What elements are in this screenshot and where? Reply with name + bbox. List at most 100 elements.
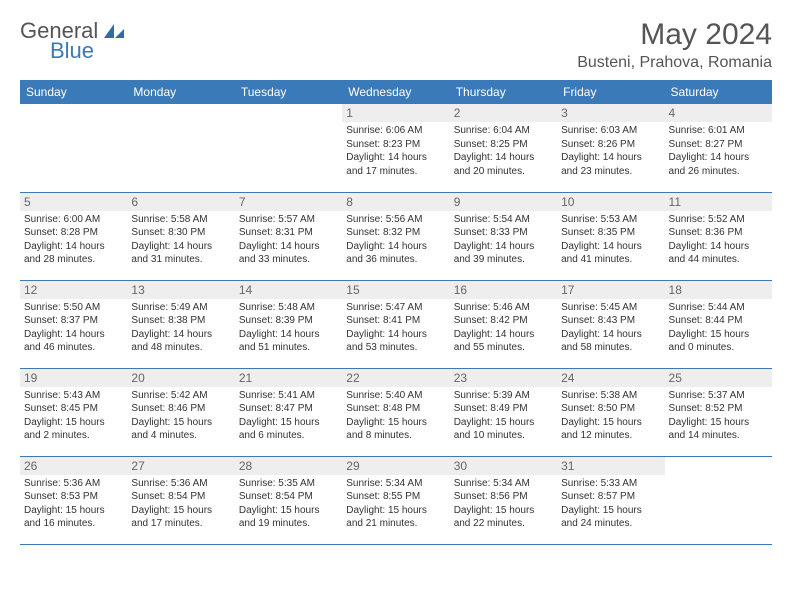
calendar-cell: 4 Sunrise: 6:01 AMSunset: 8:27 PMDaylight… [665,104,772,192]
calendar-cell: 21 Sunrise: 5:41 AMSunset: 8:47 PMDayligh… [235,368,342,456]
weekday-header: Saturday [665,80,772,104]
day-info: Sunrise: 5:45 AMSunset: 8:43 PMDaylight:… [561,301,660,355]
calendar-cell: 25Sunrise: 5:37 AMSunset: 8:52 PMDayligh… [665,368,772,456]
day-info: Sunrise: 5:46 AMSunset: 8:42 PMDaylight:… [454,301,553,355]
day-number: 6 [127,193,234,211]
day-number: 8 [342,193,449,211]
day-number: 31 [557,457,664,475]
calendar-cell: 8 Sunrise: 5:56 AMSunset: 8:32 PMDaylight… [342,192,449,280]
day-number: 15 [342,281,449,299]
calendar-cell: 11 Sunrise: 5:52 AMSunset: 8:36 PMDayligh… [665,192,772,280]
day-info: Sunrise: 6:00 AMSunset: 8:28 PMDaylight:… [24,213,123,267]
day-info: Sunrise: 5:47 AMSunset: 8:41 PMDaylight:… [346,301,445,355]
month-title: May 2024 [577,18,772,52]
calendar-cell [20,104,127,192]
day-info: Sunrise: 6:06 AMSunset: 8:23 PMDaylight:… [346,124,445,178]
day-number: 18 [665,281,772,299]
calendar-cell: 16 Sunrise: 5:46 AMSunset: 8:42 PMDayligh… [450,280,557,368]
day-number: 23 [450,369,557,387]
calendar-cell: 27 Sunrise: 5:36 AMSunset: 8:54 PMDayligh… [127,456,234,544]
logo-text-blue: Blue [50,38,94,64]
day-info: Sunrise: 5:48 AMSunset: 8:39 PMDaylight:… [239,301,338,355]
day-info: Sunrise: 5:35 AMSunset: 8:54 PMDaylight:… [239,477,338,531]
calendar-row: 19Sunrise: 5:43 AMSunset: 8:45 PMDayligh… [20,368,772,456]
day-info: Sunrise: 5:49 AMSunset: 8:38 PMDaylight:… [131,301,230,355]
calendar-cell: 14 Sunrise: 5:48 AMSunset: 8:39 PMDayligh… [235,280,342,368]
day-number: 5 [20,193,127,211]
day-info: Sunrise: 5:41 AMSunset: 8:47 PMDaylight:… [239,389,338,443]
calendar-cell: 28 Sunrise: 5:35 AMSunset: 8:54 PMDayligh… [235,456,342,544]
calendar-cell: 22 Sunrise: 5:40 AMSunset: 8:48 PMDayligh… [342,368,449,456]
calendar-row: 26 Sunrise: 5:36 AMSunset: 8:53 PMDayligh… [20,456,772,544]
calendar-cell: 18Sunrise: 5:44 AMSunset: 8:44 PMDayligh… [665,280,772,368]
weekday-header: Friday [557,80,664,104]
calendar-cell: 13Sunrise: 5:49 AMSunset: 8:38 PMDayligh… [127,280,234,368]
calendar-cell: 17 Sunrise: 5:45 AMSunset: 8:43 PMDayligh… [557,280,664,368]
day-info: Sunrise: 5:37 AMSunset: 8:52 PMDaylight:… [669,389,768,443]
day-number: 24 [557,369,664,387]
day-number: 12 [20,281,127,299]
calendar-cell: 24 Sunrise: 5:38 AMSunset: 8:50 PMDayligh… [557,368,664,456]
calendar-cell: 5 Sunrise: 6:00 AMSunset: 8:28 PMDaylight… [20,192,127,280]
weekday-header: Wednesday [342,80,449,104]
day-info: Sunrise: 5:43 AMSunset: 8:45 PMDaylight:… [24,389,123,443]
day-info: Sunrise: 5:53 AMSunset: 8:35 PMDaylight:… [561,213,660,267]
page: General May 2024 Busteni, Prahova, Roman… [0,0,792,563]
calendar-cell [665,456,772,544]
calendar-row: 1Sunrise: 6:06 AMSunset: 8:23 PMDaylight… [20,104,772,192]
calendar-cell: 1Sunrise: 6:06 AMSunset: 8:23 PMDaylight… [342,104,449,192]
calendar-cell: 26 Sunrise: 5:36 AMSunset: 8:53 PMDayligh… [20,456,127,544]
day-info: Sunrise: 5:40 AMSunset: 8:48 PMDaylight:… [346,389,445,443]
day-info: Sunrise: 6:04 AMSunset: 8:25 PMDaylight:… [454,124,553,178]
location: Busteni, Prahova, Romania [577,54,772,72]
day-info: Sunrise: 6:01 AMSunset: 8:27 PMDaylight:… [669,124,768,178]
day-info: Sunrise: 5:36 AMSunset: 8:54 PMDaylight:… [131,477,230,531]
day-number: 16 [450,281,557,299]
day-info: Sunrise: 5:34 AMSunset: 8:55 PMDaylight:… [346,477,445,531]
day-info: Sunrise: 5:52 AMSunset: 8:36 PMDaylight:… [669,213,768,267]
calendar-cell: 2Sunrise: 6:04 AMSunset: 8:25 PMDaylight… [450,104,557,192]
calendar-cell: 12 Sunrise: 5:50 AMSunset: 8:37 PMDayligh… [20,280,127,368]
calendar-cell: 23 Sunrise: 5:39 AMSunset: 8:49 PMDayligh… [450,368,557,456]
calendar-cell: 10 Sunrise: 5:53 AMSunset: 8:35 PMDayligh… [557,192,664,280]
calendar-row: 12 Sunrise: 5:50 AMSunset: 8:37 PMDayligh… [20,280,772,368]
day-number: 10 [557,193,664,211]
day-info: Sunrise: 6:03 AMSunset: 8:26 PMDaylight:… [561,124,660,178]
title-block: May 2024 Busteni, Prahova, Romania [577,18,772,72]
day-number: 27 [127,457,234,475]
calendar-cell: 31 Sunrise: 5:33 AMSunset: 8:57 PMDayligh… [557,456,664,544]
day-number: 21 [235,369,342,387]
day-number: 22 [342,369,449,387]
calendar-cell [127,104,234,192]
day-number: 17 [557,281,664,299]
calendar-cell: 3Sunrise: 6:03 AMSunset: 8:26 PMDaylight… [557,104,664,192]
weekday-header: Sunday [20,80,127,104]
day-number: 28 [235,457,342,475]
calendar-cell: 29Sunrise: 5:34 AMSunset: 8:55 PMDayligh… [342,456,449,544]
day-info: Sunrise: 5:56 AMSunset: 8:32 PMDaylight:… [346,213,445,267]
day-info: Sunrise: 5:58 AMSunset: 8:30 PMDaylight:… [131,213,230,267]
day-number: 14 [235,281,342,299]
calendar-row: 5 Sunrise: 6:00 AMSunset: 8:28 PMDaylight… [20,192,772,280]
calendar-head: SundayMondayTuesdayWednesdayThursdayFrid… [20,80,772,104]
calendar-cell: 19Sunrise: 5:43 AMSunset: 8:45 PMDayligh… [20,368,127,456]
day-info: Sunrise: 5:33 AMSunset: 8:57 PMDaylight:… [561,477,660,531]
day-info: Sunrise: 5:38 AMSunset: 8:50 PMDaylight:… [561,389,660,443]
day-info: Sunrise: 5:57 AMSunset: 8:31 PMDaylight:… [239,213,338,267]
day-number: 4 [665,104,772,122]
day-info: Sunrise: 5:54 AMSunset: 8:33 PMDaylight:… [454,213,553,267]
calendar-cell: 30Sunrise: 5:34 AMSunset: 8:56 PMDayligh… [450,456,557,544]
day-info: Sunrise: 5:50 AMSunset: 8:37 PMDaylight:… [24,301,123,355]
calendar-body: 1Sunrise: 6:06 AMSunset: 8:23 PMDaylight… [20,104,772,544]
calendar-cell: 20Sunrise: 5:42 AMSunset: 8:46 PMDayligh… [127,368,234,456]
day-info: Sunrise: 5:39 AMSunset: 8:49 PMDaylight:… [454,389,553,443]
calendar-cell [235,104,342,192]
day-number: 20 [127,369,234,387]
day-info: Sunrise: 5:36 AMSunset: 8:53 PMDaylight:… [24,477,123,531]
calendar-cell: 15 Sunrise: 5:47 AMSunset: 8:41 PMDayligh… [342,280,449,368]
weekday-header: Monday [127,80,234,104]
day-number: 26 [20,457,127,475]
calendar-table: SundayMondayTuesdayWednesdayThursdayFrid… [20,80,772,545]
weekday-header: Tuesday [235,80,342,104]
day-number: 11 [665,193,772,211]
